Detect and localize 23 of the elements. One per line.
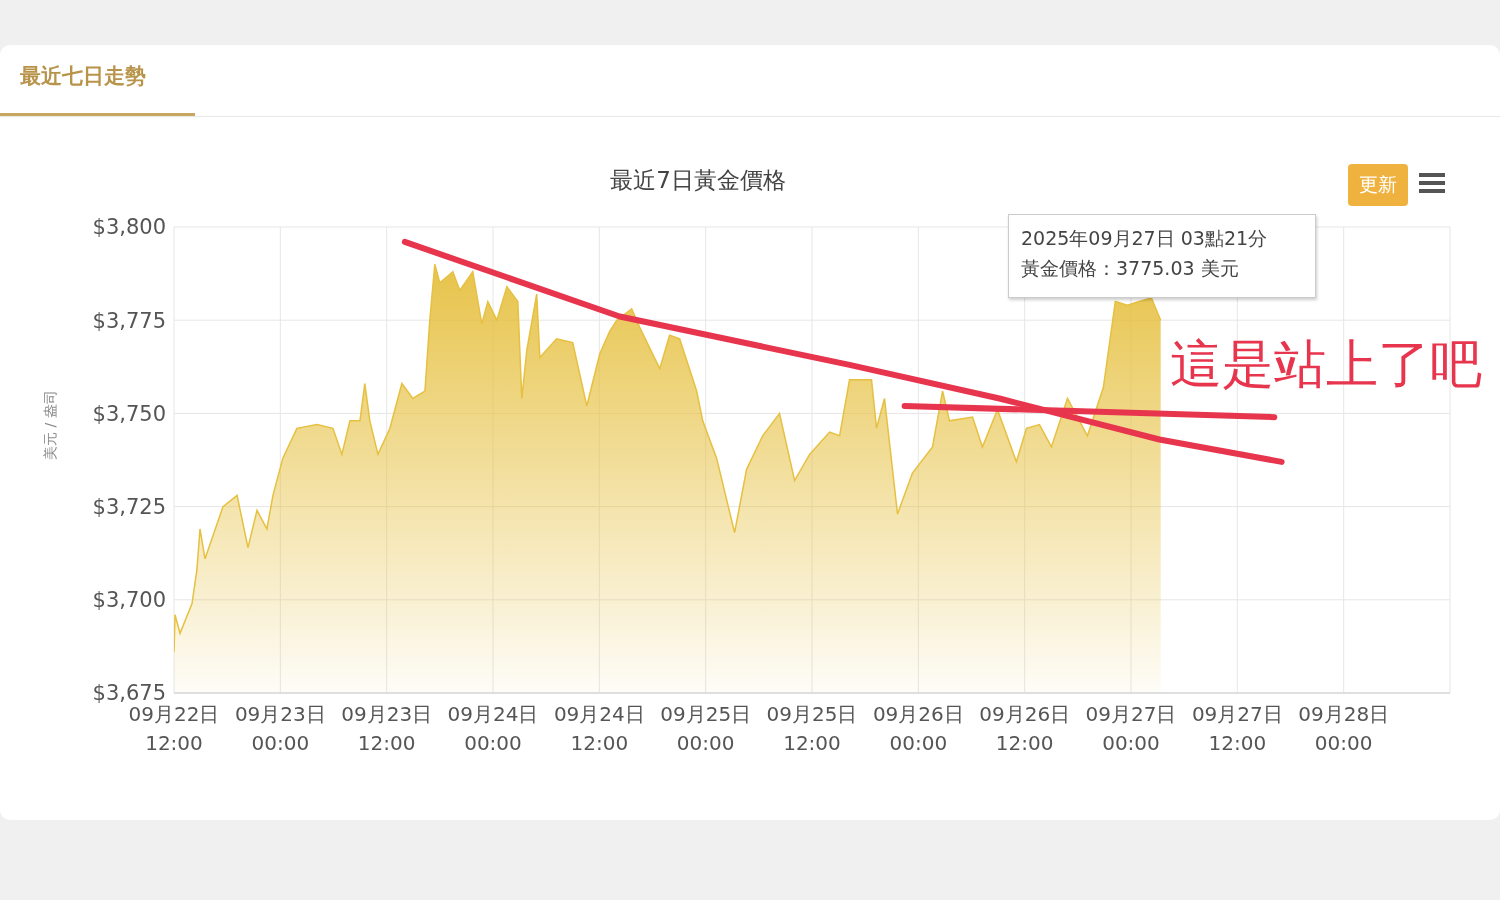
x-tick-label: 09月26日 00:00	[872, 702, 964, 755]
x-tick-label: 09月23日 12:00	[341, 702, 433, 755]
chart-title: 最近7日黃金價格	[610, 167, 786, 193]
x-tick-label: 09月27日 00:00	[1085, 702, 1177, 755]
x-tick-label: 09月26日 12:00	[979, 702, 1071, 755]
y-tick-label: $3,800	[92, 215, 166, 240]
x-tick-label: 09月24日 00:00	[447, 702, 539, 755]
text: 最近七日走勢	[20, 63, 146, 90]
x-tick-label: 09月27日 12:00	[1191, 702, 1283, 755]
annotation: 2025年09月27日 03點21分	[1021, 226, 1268, 251]
y-tick-label: $3,775	[92, 308, 166, 333]
x-tick-label: 09月28日 00:00	[1298, 702, 1390, 755]
x-tick-label: 09月25日 00:00	[660, 702, 752, 755]
x-tick-label: 09月25日 12:00	[766, 702, 858, 755]
x-tick-label: 09月23日 00:00	[234, 702, 326, 755]
annotation: 黃金價格：3775.03 美元	[1021, 256, 1239, 281]
y-tick-label: $3,725	[92, 495, 166, 520]
y-tick-label: $3,700	[92, 588, 166, 613]
x-tick-label: 09月24日 12:00	[553, 702, 645, 755]
annotation: 這是站上了吧	[1170, 333, 1482, 396]
y-tick-label: $3,750	[92, 401, 166, 426]
y-axis-title: 美元 / 盎司	[41, 390, 58, 460]
text: 更新	[1359, 172, 1397, 197]
